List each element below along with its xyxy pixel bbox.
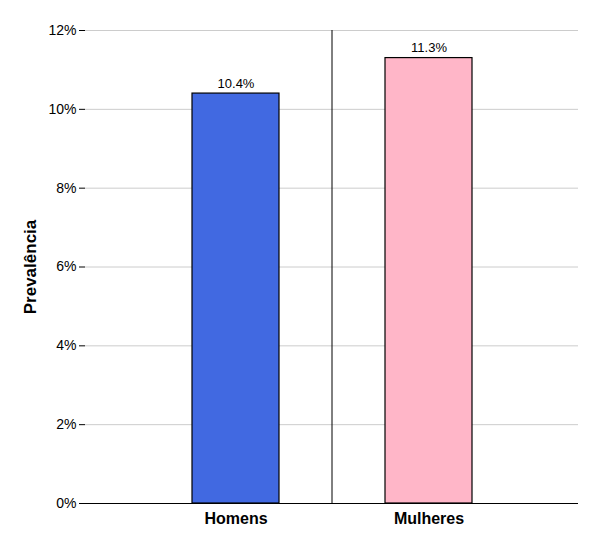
svg-text:8%: 8%	[56, 180, 76, 196]
svg-text:Homens: Homens	[204, 510, 267, 527]
svg-text:6%: 6%	[56, 258, 76, 274]
svg-text:Mulheres: Mulheres	[394, 510, 464, 527]
svg-text:0%: 0%	[56, 495, 76, 511]
svg-text:12%: 12%	[48, 22, 76, 38]
svg-text:10%: 10%	[48, 101, 76, 117]
svg-text:11.3%: 11.3%	[411, 40, 447, 55]
svg-text:10.4%: 10.4%	[218, 76, 255, 91]
svg-text:Prevalência: Prevalência	[21, 219, 40, 314]
svg-text:4%: 4%	[56, 337, 76, 353]
svg-text:2%: 2%	[56, 416, 76, 432]
